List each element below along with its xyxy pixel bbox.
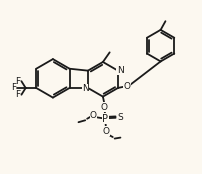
Text: O: O (101, 103, 108, 112)
Text: O: O (102, 127, 109, 136)
Text: F: F (11, 84, 16, 92)
Text: O: O (124, 82, 131, 90)
Text: F: F (16, 77, 21, 86)
Text: S: S (118, 113, 123, 122)
Text: F: F (16, 90, 21, 99)
Text: P: P (102, 114, 108, 124)
Text: N: N (117, 66, 124, 75)
Text: N: N (82, 84, 89, 93)
Text: O: O (90, 111, 97, 120)
